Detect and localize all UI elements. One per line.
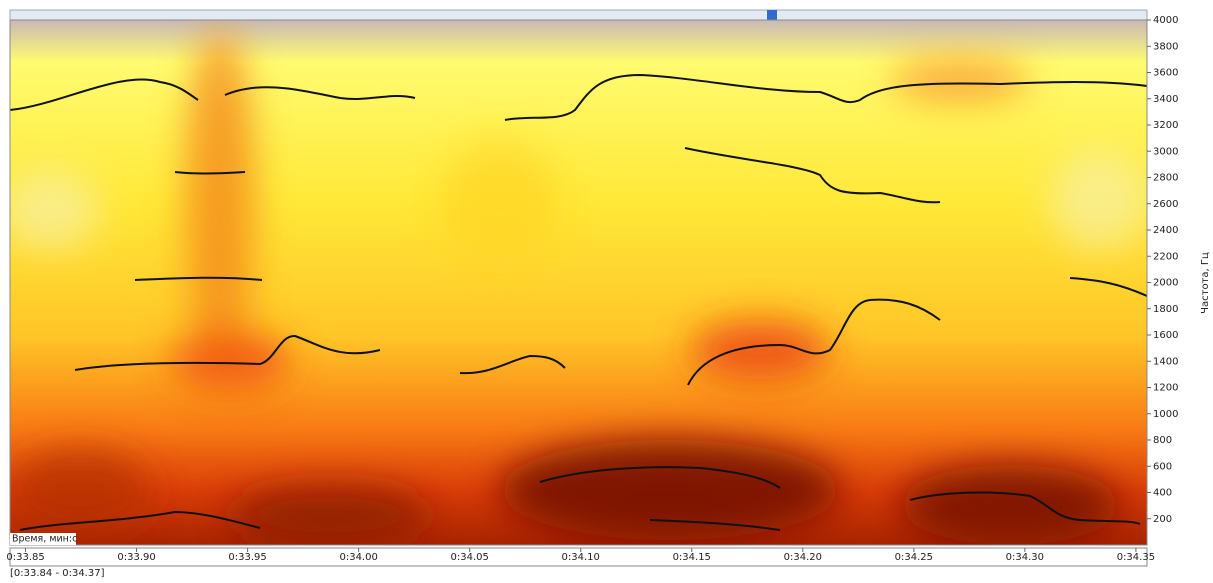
range-label: [0:33.84 - 0:34.37]: [10, 568, 105, 579]
y-tick-label: 2600: [1153, 199, 1178, 210]
blob: [1050, 150, 1150, 250]
y-tick-label: 3200: [1153, 120, 1178, 131]
x-tick-label: 0:33.90: [117, 552, 155, 563]
y-tick-label: 2800: [1153, 173, 1178, 184]
blob: [690, 320, 830, 380]
x-tick-label: 0:34.10: [562, 552, 600, 563]
spectrogram-view: Время, мин:с [0:33.84 - 0:34.37] Частота…: [0, 0, 1213, 579]
y-tick-label: 1400: [1153, 356, 1178, 367]
heatmap: [0, 20, 1150, 545]
x-tick-label: 0:34.05: [451, 552, 489, 563]
x-tick-label: 0:34.35: [1117, 552, 1155, 563]
y-tick-label: 4000: [1153, 15, 1178, 26]
y-tick-label: 200: [1153, 514, 1172, 525]
y-tick-label: 2000: [1153, 278, 1178, 289]
blob: [230, 485, 430, 545]
y-tick-label: 1200: [1153, 383, 1178, 394]
y-tick-label: 3800: [1153, 41, 1178, 52]
y-tick-label: 1800: [1153, 304, 1178, 315]
y-tick-label: 3000: [1153, 146, 1178, 157]
scrollbar[interactable]: [10, 10, 1147, 20]
blob: [900, 465, 1120, 545]
blob: [890, 60, 1030, 100]
x-tick-label: 0:34.30: [1006, 552, 1044, 563]
x-tick-label: 0:34.20: [784, 552, 822, 563]
y-tick-label: 2400: [1153, 225, 1178, 236]
y-tick-label: 3400: [1153, 94, 1178, 105]
x-tick-label: 0:34.15: [673, 552, 711, 563]
y-tick-label: 400: [1153, 488, 1172, 499]
y-tick-label: 600: [1153, 461, 1172, 472]
blob: [185, 30, 255, 370]
y-axis-label: Частота, Гц: [1200, 252, 1211, 314]
blob: [0, 170, 100, 250]
y-tick-label: 800: [1153, 435, 1172, 446]
x-axis-label: Время, мин:с: [12, 534, 77, 545]
y-tick-label: 1000: [1153, 409, 1178, 420]
x-tick-label: 0:34.25: [895, 552, 933, 563]
y-tick-label: 1600: [1153, 330, 1178, 341]
y-tick-label: 3600: [1153, 68, 1178, 79]
x-tick-label: 0:33.95: [228, 552, 266, 563]
blob: [440, 140, 560, 260]
x-tick-label: 0:33.85: [6, 552, 44, 563]
blob: [500, 440, 840, 540]
scroll-thumb[interactable]: [767, 10, 777, 20]
page: Время, мин:с [0:33.84 - 0:34.37] Частота…: [0, 0, 1213, 579]
y-tick-label: 2200: [1153, 251, 1178, 262]
blob: [170, 330, 290, 390]
x-tick-label: 0:34.00: [339, 552, 377, 563]
